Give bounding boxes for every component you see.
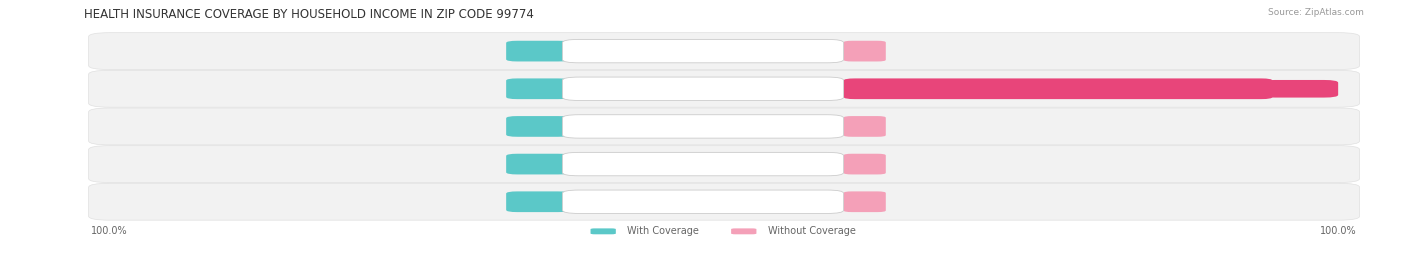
Text: 100.0%: 100.0% (91, 226, 128, 236)
Text: $75,000 to $99,999: $75,000 to $99,999 (662, 158, 744, 171)
Text: Without Coverage: Without Coverage (768, 226, 855, 236)
Text: 100.0%: 100.0% (1285, 84, 1326, 94)
Text: Under $25,000: Under $25,000 (666, 46, 740, 56)
Text: 0.0%: 0.0% (471, 159, 495, 169)
Text: 0.0%: 0.0% (471, 121, 495, 132)
Text: $100,000 and over: $100,000 and over (657, 197, 749, 207)
Text: 0.0%: 0.0% (471, 197, 495, 207)
Text: 0.0%: 0.0% (897, 121, 921, 132)
Text: 0.0%: 0.0% (897, 46, 921, 56)
Text: $50,000 to $74,999: $50,000 to $74,999 (662, 120, 744, 133)
Text: HEALTH INSURANCE COVERAGE BY HOUSEHOLD INCOME IN ZIP CODE 99774: HEALTH INSURANCE COVERAGE BY HOUSEHOLD I… (84, 8, 534, 21)
Text: 0.0%: 0.0% (897, 197, 921, 207)
Text: Source: ZipAtlas.com: Source: ZipAtlas.com (1268, 8, 1364, 17)
Text: $25,000 to $49,999: $25,000 to $49,999 (662, 82, 744, 95)
Text: With Coverage: With Coverage (627, 226, 699, 236)
Text: 0.0%: 0.0% (897, 159, 921, 169)
Text: 0.0%: 0.0% (471, 46, 495, 56)
Text: 0.0%: 0.0% (471, 84, 495, 94)
Text: 100.0%: 100.0% (1320, 226, 1357, 236)
